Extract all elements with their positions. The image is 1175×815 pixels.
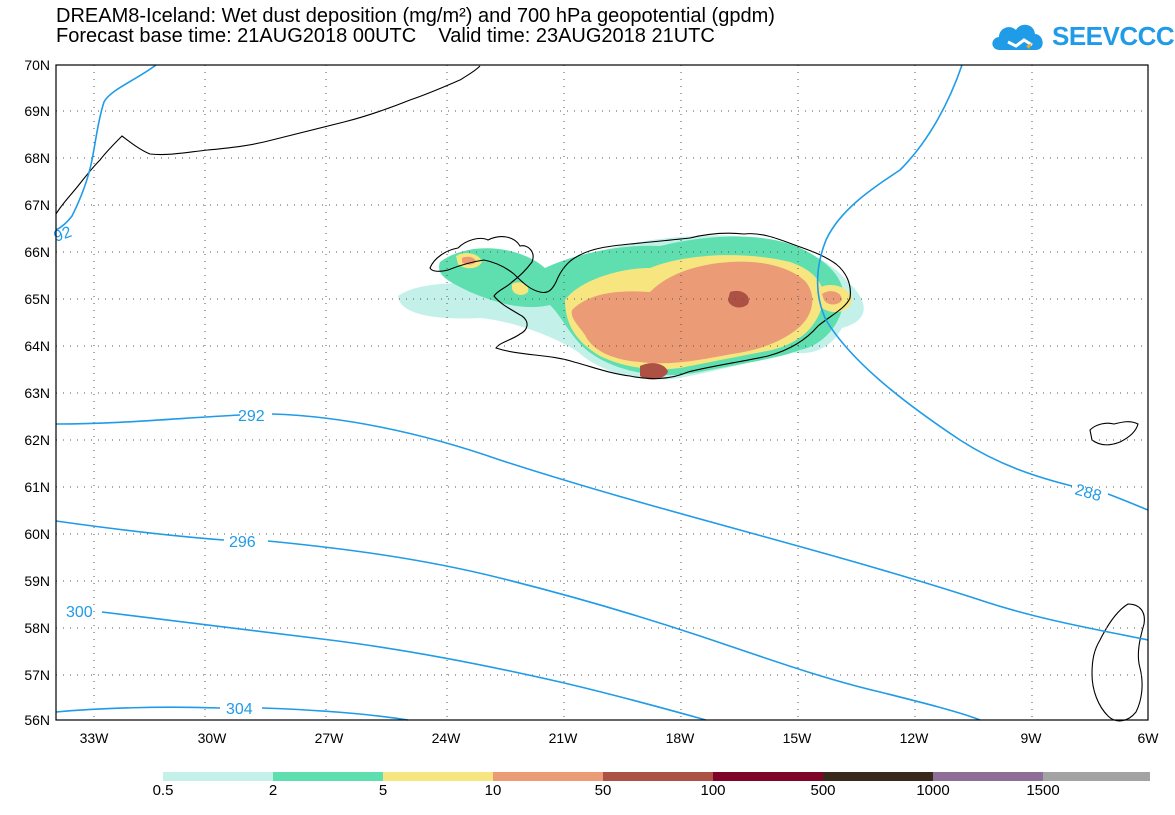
- legend-swatch: [603, 772, 713, 781]
- coastlines: [55, 65, 1145, 722]
- lat-label: 64N: [24, 338, 50, 354]
- legend-swatch: [933, 772, 1043, 781]
- legend-swatch: [713, 772, 823, 781]
- legend-swatch: [823, 772, 933, 781]
- cloud-icon: [992, 24, 1043, 50]
- lon-label: 24W: [432, 730, 462, 746]
- legend-label: 1000: [916, 782, 950, 799]
- legend-label: 10: [484, 782, 502, 799]
- map-title: DREAM8-Iceland: Wet dust deposition (mg/…: [56, 5, 775, 27]
- lat-label: 70N: [24, 57, 50, 73]
- contour-labels: 292 296 300 304 288 92: [52, 224, 1104, 718]
- legend-label: 0.5: [152, 782, 174, 799]
- lon-axis: 33W 30W 27W 24W 21W 18W 15W 12W 9W 6W: [80, 730, 1160, 746]
- lat-label: 60N: [24, 526, 50, 542]
- lat-label: 66N: [24, 244, 50, 260]
- legend-swatch: [493, 772, 603, 781]
- lon-label: 33W: [80, 730, 110, 746]
- lon-label: 27W: [315, 730, 345, 746]
- contour-label-288: 288: [1073, 482, 1103, 506]
- legend-label: 1500: [1026, 782, 1060, 799]
- seevccc-logo: SEEVCCC: [988, 14, 1175, 58]
- contour-288: [816, 64, 1149, 511]
- legend-swatch: [273, 772, 383, 781]
- legend-swatch: [163, 772, 273, 781]
- lon-label: 30W: [198, 730, 228, 746]
- legend-swatch: [1043, 772, 1150, 781]
- geopotential-contours: [55, 64, 1149, 721]
- lat-axis: 70N 69N 68N 67N 66N 65N 64N 63N 62N 61N …: [24, 57, 50, 728]
- contour-label-292: 292: [238, 408, 265, 425]
- lat-label: 61N: [24, 479, 50, 495]
- graticule: [56, 65, 1148, 720]
- lat-label: 62N: [24, 432, 50, 448]
- legend-swatch: [383, 772, 493, 781]
- contour-label-304: 304: [226, 701, 253, 718]
- dust-level-5-mid: [512, 282, 529, 295]
- scotland-coast: [1091, 603, 1145, 722]
- dust-level-10: [571, 261, 813, 364]
- contour-292-nw: [55, 64, 157, 231]
- legend-label: 5: [378, 782, 388, 799]
- dust-level-10-east: [822, 291, 842, 305]
- lat-label: 68N: [24, 150, 50, 166]
- lon-label: 18W: [666, 730, 696, 746]
- dust-level-50-south: [640, 363, 668, 380]
- norway-coast-north: [1089, 421, 1139, 446]
- lat-label: 59N: [24, 573, 50, 589]
- legend-label: 500: [810, 782, 836, 799]
- iceland-coast: [429, 232, 851, 380]
- lon-label: 15W: [783, 730, 813, 746]
- legend-label: 50: [594, 782, 612, 799]
- contour-label-296: 296: [229, 534, 256, 551]
- lon-label: 9W: [1021, 730, 1043, 746]
- contour-292: [55, 413, 1149, 641]
- contour-296: [55, 520, 981, 721]
- dust-deposition-field: [398, 235, 864, 380]
- contour-300: [101, 611, 707, 721]
- lon-label: 12W: [900, 730, 930, 746]
- greenland-coast: [55, 65, 481, 215]
- lat-label: 57N: [24, 667, 50, 683]
- lat-label: 56N: [24, 712, 50, 728]
- contour-label-300: 300: [66, 604, 93, 621]
- lat-label: 65N: [24, 291, 50, 307]
- contour-304: [55, 706, 409, 721]
- contour-label-92: 92: [52, 224, 75, 246]
- lon-label: 21W: [549, 730, 579, 746]
- lat-label: 63N: [24, 385, 50, 401]
- dust-level-50-center: [728, 290, 749, 308]
- lat-label: 58N: [24, 620, 50, 636]
- logo-text: SEEVCCC: [1052, 20, 1175, 51]
- lat-label: 69N: [24, 103, 50, 119]
- map-frame: [55, 64, 1149, 721]
- legend-label: 2: [268, 782, 278, 799]
- map-subtitle: Forecast base time: 21AUG2018 00UTC Vali…: [56, 25, 715, 47]
- lon-label: 6W: [1138, 730, 1160, 746]
- legend-label: 100: [700, 782, 726, 799]
- lat-label: 67N: [24, 197, 50, 213]
